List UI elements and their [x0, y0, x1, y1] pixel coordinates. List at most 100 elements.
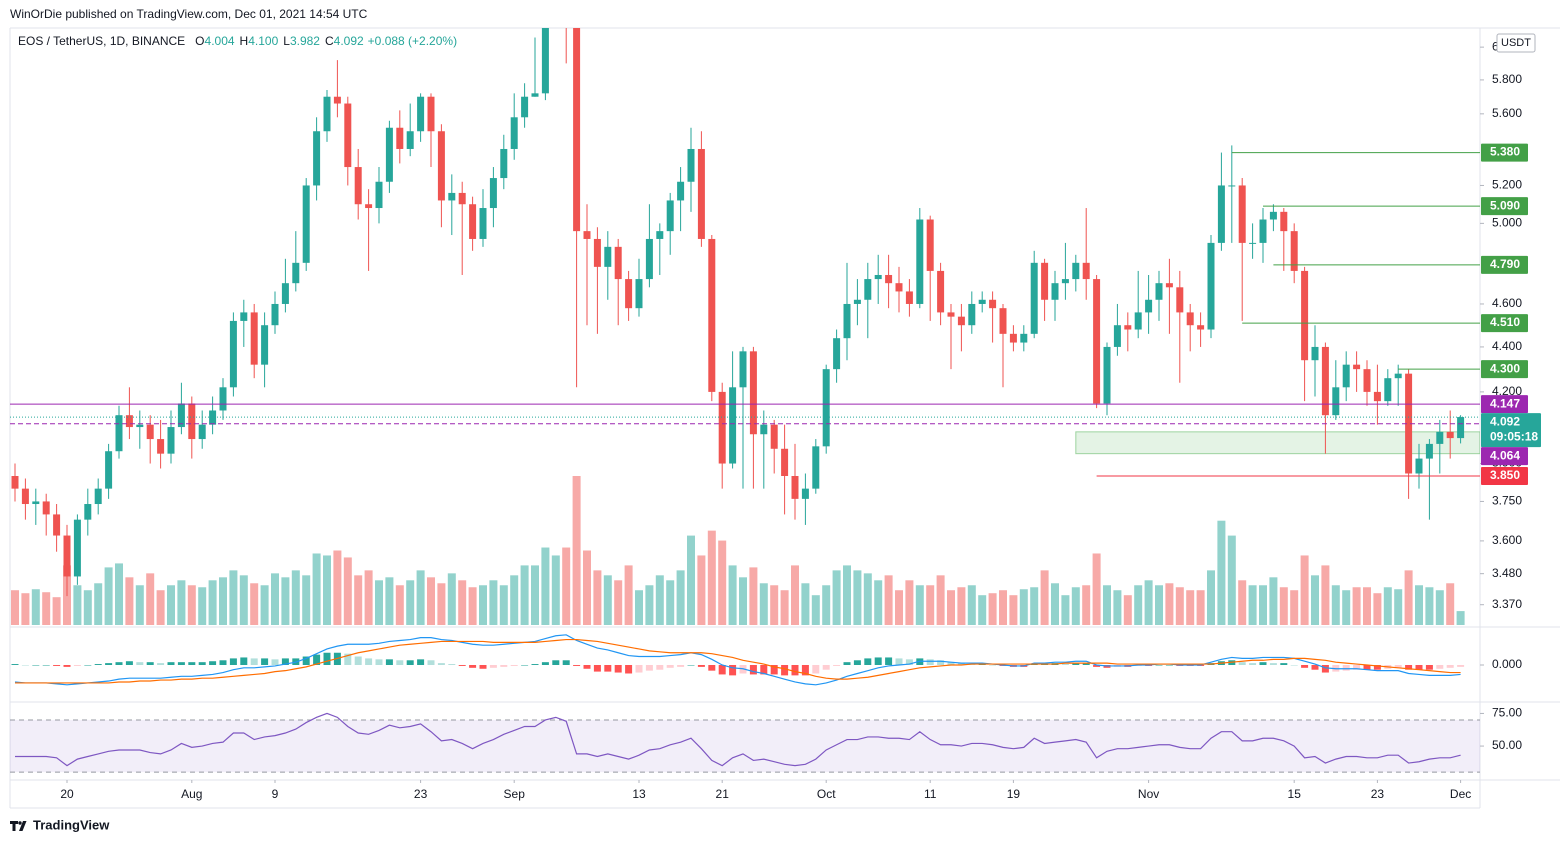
y-tick-label: 5.600 — [1492, 106, 1522, 120]
candle-body — [781, 448, 789, 477]
macd-histogram — [812, 665, 820, 674]
candle-body — [1394, 373, 1402, 379]
x-tick-label: Sep — [504, 787, 526, 801]
macd-histogram — [677, 665, 685, 667]
volume-bar — [146, 573, 155, 625]
candle-body — [541, 28, 549, 94]
macd-histogram — [552, 660, 560, 665]
volume-bar — [1207, 570, 1215, 625]
candle-body — [656, 231, 664, 239]
volume-bar — [177, 580, 186, 625]
volume-bar — [271, 573, 279, 625]
macd-histogram — [1155, 665, 1163, 666]
volume-bar — [219, 577, 227, 625]
price-badge — [1481, 255, 1528, 274]
volume-bar — [655, 575, 664, 625]
volume-bar — [343, 557, 352, 625]
volume-bar — [583, 550, 591, 625]
macd-histogram — [240, 657, 248, 665]
macd-histogram — [1269, 663, 1277, 665]
candle-body — [1176, 287, 1184, 313]
volume-bar — [167, 585, 175, 625]
candle-body — [1145, 299, 1153, 313]
macd-histogram — [1446, 665, 1454, 668]
volume-bar — [323, 555, 331, 625]
symbol: EOS / TetherUS, 1D, BINANCE — [18, 34, 185, 48]
macd-histogram — [365, 658, 373, 665]
macd-histogram — [344, 653, 352, 665]
candle-body — [791, 476, 799, 499]
macd-histogram — [822, 665, 830, 670]
macd-histogram — [1342, 665, 1350, 671]
macd-histogram — [770, 665, 778, 675]
candle-body — [84, 504, 92, 520]
price-badge-label: 4.300 — [1490, 361, 1520, 375]
macd-histogram — [1072, 663, 1080, 665]
volume-bar — [1061, 595, 1070, 625]
candle-body — [42, 501, 50, 515]
x-tick-label: 23 — [1371, 787, 1385, 801]
macd-histogram — [853, 660, 861, 665]
volume-bar — [1279, 587, 1288, 625]
candle-body — [500, 148, 508, 179]
macd-histogram — [21, 665, 29, 666]
macd-histogram — [167, 662, 175, 665]
candle-body — [1093, 279, 1101, 404]
volume-bar — [416, 570, 425, 625]
candle-body — [229, 320, 237, 388]
candle-body — [729, 387, 737, 464]
volume-bar — [1352, 587, 1361, 625]
volume-bar — [1259, 585, 1267, 625]
macd-histogram — [209, 661, 217, 665]
volume-bar — [780, 590, 789, 625]
candle-body — [739, 351, 747, 388]
macd-histogram — [406, 660, 414, 665]
x-tick-label: Dec — [1450, 787, 1471, 801]
macd-histogram — [479, 665, 487, 669]
macd-histogram — [229, 658, 237, 665]
candle-body — [718, 391, 726, 464]
macd-histogram — [708, 665, 716, 671]
macd-histogram — [32, 665, 40, 666]
candle-body — [406, 131, 414, 149]
candle-body — [1425, 443, 1433, 459]
macd-histogram — [1165, 665, 1173, 666]
volume-bar — [645, 585, 654, 625]
volume-bar — [1227, 535, 1236, 625]
candle-body — [94, 488, 102, 505]
macd-histogram — [198, 662, 206, 665]
macd-histogram — [531, 664, 539, 665]
ohlc-key: O — [195, 34, 204, 48]
candle-body — [1446, 431, 1454, 439]
volume-bar — [1186, 590, 1195, 625]
y-tick-label: 4.200 — [1492, 384, 1522, 398]
price-badge-label: 4.510 — [1490, 315, 1520, 329]
macd-histogram — [625, 665, 633, 674]
candle-body — [1186, 312, 1194, 326]
volume-bar — [1155, 585, 1163, 625]
macd-histogram — [687, 665, 695, 666]
volume-bar — [1446, 583, 1455, 625]
candle-body — [1061, 279, 1069, 284]
volume-bar — [1238, 580, 1247, 625]
price-badge-label: 4.147 — [1490, 396, 1520, 410]
candle-body — [1259, 219, 1267, 243]
macd-histogram — [323, 652, 331, 665]
ohlc-value: 4.100 — [248, 34, 278, 48]
volume-bar — [1134, 585, 1143, 625]
candle-body — [1436, 431, 1444, 444]
macd-histogram — [177, 662, 185, 665]
volume-bar — [926, 585, 935, 625]
candle-body — [1353, 364, 1361, 370]
price-badge-label: 5.380 — [1490, 145, 1520, 159]
candle-body — [417, 96, 425, 132]
x-tick-label: Aug — [181, 787, 202, 801]
candle-body — [1405, 373, 1413, 474]
candle-body — [1020, 333, 1028, 343]
candle-body — [333, 96, 341, 104]
candle-body — [1103, 346, 1111, 404]
volume-bar — [1373, 593, 1382, 625]
candle-body — [531, 93, 539, 97]
volume-bar — [437, 583, 446, 625]
candle-body — [250, 312, 258, 365]
